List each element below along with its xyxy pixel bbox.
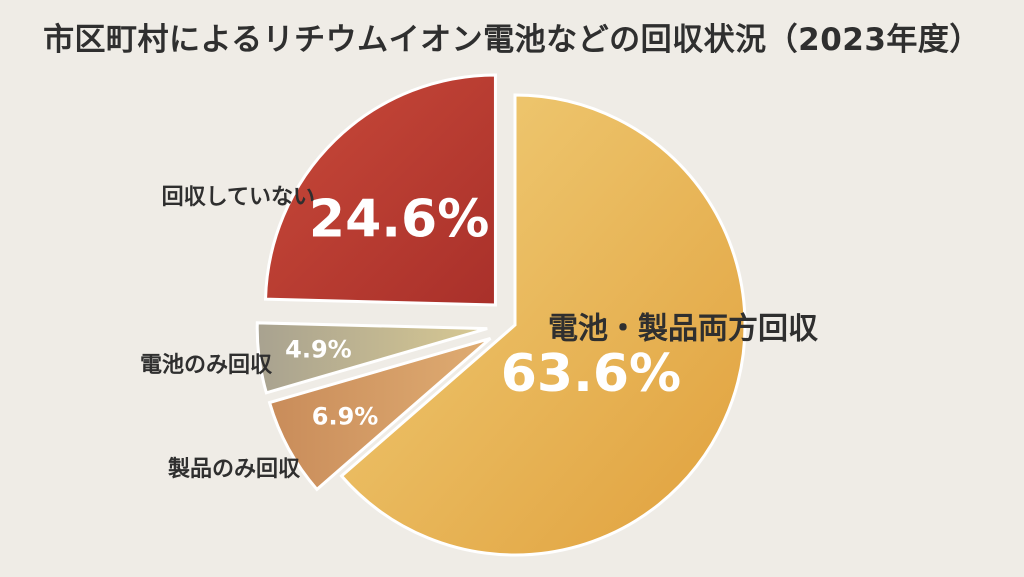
chart-title: 市区町村によるリチウムイオン電池などの回収状況（2023年度） bbox=[43, 22, 981, 58]
slice-value-label-1: 63.6% bbox=[501, 344, 681, 404]
pie-slice-4 bbox=[263, 73, 497, 307]
slice-value-label-4: 24.6% bbox=[309, 189, 489, 249]
slice-category-label-4: 回収していない bbox=[162, 185, 315, 210]
pie-slice-3 bbox=[255, 321, 488, 395]
slice-value-label-3: 4.9% bbox=[285, 335, 352, 363]
slice-value-label-2: 6.9% bbox=[312, 403, 379, 431]
pie-slice-2 bbox=[267, 336, 492, 492]
pie-slice-1 bbox=[339, 93, 747, 557]
slice-category-label-3: 電池のみ回収 bbox=[140, 353, 273, 378]
slice-category-label-2: 製品のみ回収 bbox=[167, 456, 301, 482]
slice-category-label-1: 電池・製品両方回収 bbox=[548, 312, 819, 347]
